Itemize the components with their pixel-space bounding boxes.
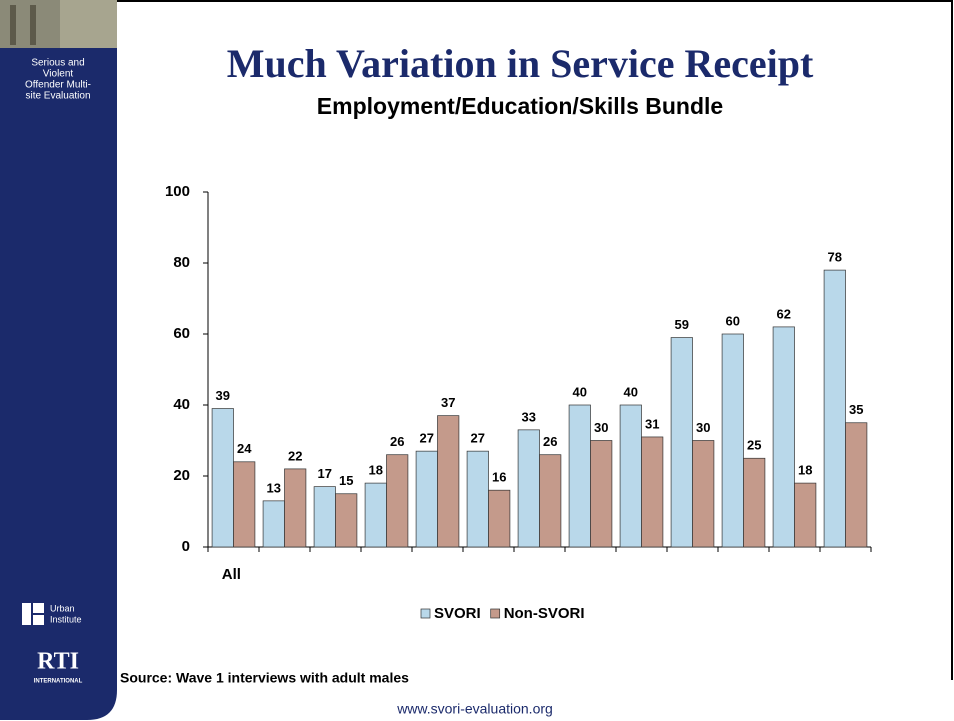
bar xyxy=(313,486,336,548)
bar xyxy=(211,408,234,548)
data-label: 17 xyxy=(318,466,332,481)
data-label: 31 xyxy=(645,416,659,431)
bar xyxy=(845,422,868,548)
chart-subtitle: Employment/Education/Skills Bundle xyxy=(317,93,723,119)
data-label: 13 xyxy=(267,480,281,495)
data-label: 16 xyxy=(492,470,506,485)
sidebar-text: Serious and xyxy=(31,58,84,69)
data-label: 62 xyxy=(777,306,791,321)
bar xyxy=(517,429,540,548)
sidebar-text: Offender Multi- xyxy=(25,80,91,91)
data-label: 24 xyxy=(237,441,252,456)
bar xyxy=(590,440,613,548)
bar xyxy=(794,482,817,548)
data-label: 26 xyxy=(390,434,404,449)
sidebar-text: Violent xyxy=(43,69,74,80)
sidebar xyxy=(0,0,117,720)
data-label: 37 xyxy=(441,395,455,410)
legend-swatch xyxy=(490,608,501,619)
bar xyxy=(568,404,591,548)
bar xyxy=(437,415,460,548)
bar xyxy=(539,454,562,548)
bar xyxy=(721,333,744,548)
data-label: 27 xyxy=(420,431,434,446)
urban-text: Urban xyxy=(50,603,75,613)
y-tick-label: 100 xyxy=(165,183,190,200)
bar xyxy=(641,436,664,548)
urban-text: Institute xyxy=(50,614,82,624)
y-tick-label: 0 xyxy=(182,538,190,555)
bar xyxy=(619,404,642,548)
bar xyxy=(415,450,438,548)
legend-swatch xyxy=(420,608,431,619)
chart-title: Much Variation in Service Receipt xyxy=(227,41,814,86)
bar xyxy=(823,269,846,548)
x-tick-label: All xyxy=(222,566,241,583)
y-tick-label: 60 xyxy=(173,325,190,342)
sidebar-text: site Evaluation xyxy=(25,91,90,102)
bar xyxy=(488,489,511,548)
photo-detail xyxy=(30,5,36,45)
data-label: 25 xyxy=(747,438,761,453)
y-tick-label: 20 xyxy=(173,467,190,484)
photo-detail xyxy=(10,5,16,45)
data-label: 27 xyxy=(471,431,485,446)
rti-logo: RTI xyxy=(37,649,79,675)
bar xyxy=(386,454,409,548)
bar xyxy=(364,482,387,548)
source-note: Source: Wave 1 interviews with adult mal… xyxy=(120,670,409,686)
bar xyxy=(262,500,285,548)
footer-url: www.svori-evaluation.org xyxy=(396,701,553,717)
data-label: 15 xyxy=(339,473,353,488)
data-label: 60 xyxy=(726,313,740,328)
bar xyxy=(284,468,307,548)
data-label: 22 xyxy=(288,448,302,463)
rti-logo-sub: INTERNATIONAL xyxy=(34,679,83,685)
data-label: 18 xyxy=(798,463,812,478)
bar xyxy=(335,493,358,548)
data-label: 78 xyxy=(828,250,842,265)
bar xyxy=(466,450,489,548)
urban-logo-line xyxy=(33,613,44,615)
bar xyxy=(772,326,795,548)
data-label: 40 xyxy=(573,384,587,399)
data-label: 26 xyxy=(543,434,557,449)
bar xyxy=(692,440,715,548)
bar xyxy=(233,461,256,548)
data-label: 30 xyxy=(594,420,608,435)
y-tick-label: 80 xyxy=(173,254,190,271)
data-label: 39 xyxy=(216,388,230,403)
data-label: 59 xyxy=(675,317,689,332)
photo-detail xyxy=(60,0,117,48)
data-label: 18 xyxy=(369,463,383,478)
bar xyxy=(670,337,693,548)
data-label: 35 xyxy=(849,402,863,417)
legend-label: Non-SVORI xyxy=(504,605,585,622)
y-tick-label: 40 xyxy=(173,396,190,413)
urban-logo-line xyxy=(31,603,33,625)
data-label: 33 xyxy=(522,409,536,424)
legend-label: SVORI xyxy=(434,605,481,622)
data-label: 40 xyxy=(624,384,638,399)
bar xyxy=(743,457,766,548)
data-label: 30 xyxy=(696,420,710,435)
